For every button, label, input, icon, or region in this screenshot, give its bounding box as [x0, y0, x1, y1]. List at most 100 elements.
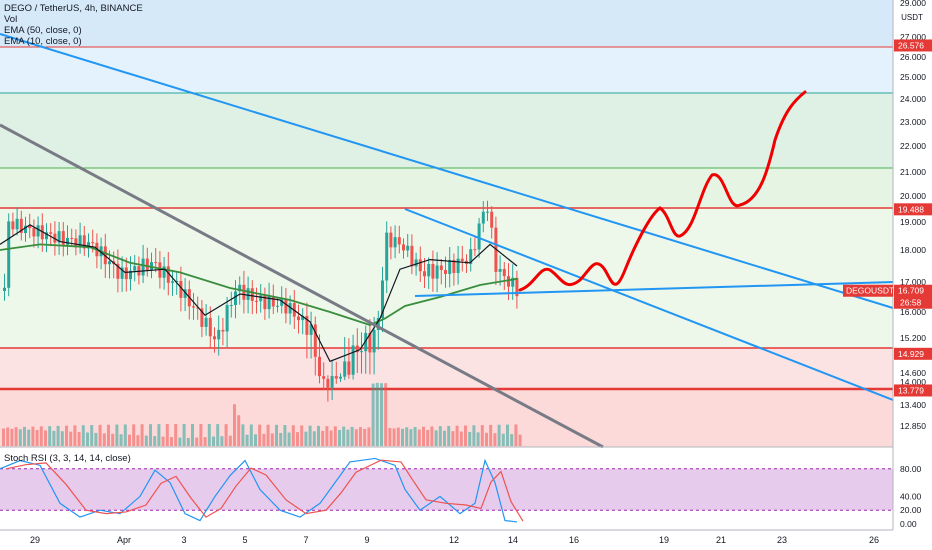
candle-body — [15, 218, 19, 230]
volume-bar — [275, 424, 278, 446]
stoch-rsi-legend: Stoch RSI (3, 3, 14, 14, close) — [4, 453, 131, 464]
time-tick-label: 14 — [508, 535, 518, 545]
candle-body — [343, 361, 347, 377]
volume-bar — [443, 430, 446, 446]
candle-body — [221, 329, 225, 332]
symbol-label-text: DEGOUSDT — [846, 286, 894, 296]
time-tick-label: 16 — [569, 535, 579, 545]
volume-bar — [455, 425, 459, 446]
candle-body — [297, 316, 300, 321]
volume-bar — [35, 430, 39, 446]
volume-bar — [468, 431, 472, 446]
volume-bar — [102, 433, 106, 446]
time-tick-label: 9 — [364, 535, 369, 545]
volume-bar — [476, 432, 480, 446]
volume-bar — [18, 429, 22, 446]
price-zone — [0, 0, 893, 47]
price-unit: USDT — [901, 13, 923, 22]
candle-body — [175, 280, 179, 282]
candle-body — [376, 318, 380, 331]
candle-body — [313, 324, 317, 357]
volume-bar — [14, 427, 18, 446]
volume-bar — [518, 434, 522, 446]
volume-bar — [380, 383, 383, 446]
candle-body — [57, 231, 61, 243]
volume-bar — [258, 424, 262, 446]
volume-bar — [279, 432, 283, 446]
candle-body — [439, 265, 443, 271]
time-tick-label: 7 — [303, 535, 308, 545]
volume-bar — [119, 434, 123, 446]
volume-bar — [401, 428, 404, 446]
volume-bar — [73, 425, 77, 446]
candle-body — [217, 329, 221, 340]
price-tick-label: 25.000 — [900, 72, 926, 82]
candle-body — [255, 300, 258, 302]
volume-bar — [451, 431, 455, 446]
volume-bar — [161, 436, 165, 446]
candle-body — [427, 264, 431, 277]
candle-body — [204, 317, 208, 327]
price-tick-label: 18.000 — [900, 245, 926, 255]
volume-bar — [396, 427, 400, 446]
candle-body — [7, 221, 11, 288]
volume-bar — [296, 432, 299, 446]
volume-bar — [459, 431, 463, 446]
volume-bar — [220, 436, 224, 446]
volume-bar — [44, 430, 47, 446]
volume-bar — [312, 431, 316, 446]
candle-body — [246, 288, 250, 300]
time-tick-label: 26 — [869, 535, 879, 545]
volume-bar — [65, 425, 68, 446]
candle-body — [171, 281, 174, 283]
volume-bar — [140, 424, 144, 446]
volume-bar — [52, 430, 56, 446]
volume-bar — [153, 436, 157, 446]
time-tick-label: 29 — [30, 535, 40, 545]
price-level-label-text: 19.488 — [898, 204, 924, 214]
price-tick-label: 13.400 — [900, 400, 926, 410]
time-tick-label: 3 — [181, 535, 186, 545]
price-zone — [0, 168, 893, 208]
volume-bar — [203, 437, 207, 446]
candle-body — [402, 244, 405, 251]
candle-body — [284, 299, 288, 314]
volume-bar — [178, 437, 182, 446]
volume-bar — [493, 433, 497, 446]
volume-bar — [233, 404, 236, 446]
volume-bar — [81, 425, 85, 446]
candle-body — [166, 266, 170, 283]
volume-bar — [480, 425, 484, 446]
candle-body — [19, 218, 23, 233]
volume-bar — [283, 425, 287, 446]
stoch-rsi-k-line — [0, 457, 518, 523]
blue-support-line — [414, 281, 894, 297]
candle-body — [91, 242, 95, 244]
volume-bar — [241, 424, 245, 446]
volume-bar — [262, 433, 266, 446]
volume-bar — [426, 429, 430, 446]
volume-bar — [77, 432, 81, 446]
volume-bar — [325, 426, 329, 446]
candle-body — [78, 235, 82, 248]
candle-body — [234, 291, 237, 306]
candle-body — [301, 315, 305, 321]
volume-bar — [506, 424, 509, 446]
candle-body — [162, 266, 166, 278]
volume-bar — [165, 424, 169, 446]
volume-bar — [224, 424, 228, 446]
volume-bar — [98, 424, 102, 446]
price-zone — [0, 47, 893, 93]
price-tick-label: 17.000 — [900, 277, 926, 287]
candle-body — [242, 284, 246, 300]
price-tick-label: 22.000 — [900, 141, 926, 151]
candle-body — [309, 324, 313, 335]
candle-body — [150, 262, 153, 270]
candle-body — [414, 259, 418, 267]
volume-bar — [245, 434, 249, 446]
volume-bar — [409, 429, 413, 446]
candle-body — [515, 277, 519, 297]
time-tick-label: 19 — [659, 535, 669, 545]
volume-bar — [249, 424, 253, 446]
